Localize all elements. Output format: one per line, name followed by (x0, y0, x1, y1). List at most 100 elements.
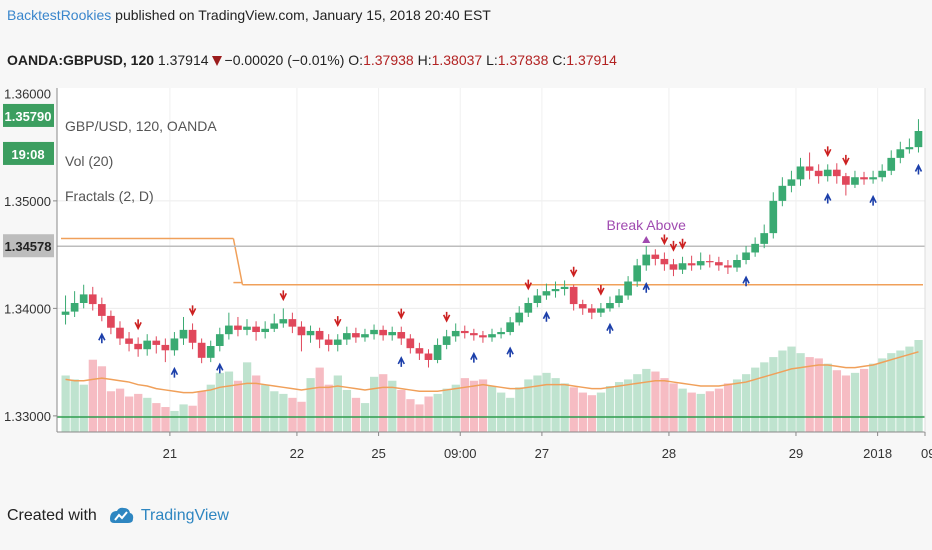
volume-bar (742, 374, 751, 432)
candle-body (678, 263, 687, 270)
volume-bar (170, 410, 179, 432)
volume-bar (696, 393, 705, 432)
volume-bar (669, 383, 678, 432)
volume-bar (878, 358, 887, 432)
price-tag-box (3, 141, 54, 165)
volume-bar (723, 383, 733, 432)
low-value: 1.37838 (497, 52, 549, 68)
volume-bar (869, 363, 878, 432)
candle-body (506, 322, 514, 333)
candle-body (188, 329, 197, 343)
candle-body (542, 291, 551, 296)
chart-area[interactable]: Break Above 1.35000 1.34000 1.33000 1.36000… (0, 86, 932, 475)
volume-bar (578, 392, 587, 432)
volume-bar (469, 380, 479, 432)
volume-bar (370, 376, 379, 432)
price-tag-text: 1.34578 (5, 239, 52, 254)
volume-bar (424, 396, 433, 432)
volume-bar (678, 388, 687, 432)
high-value: 1.38037 (431, 52, 483, 68)
candle-body (560, 286, 569, 290)
fractal-up-arrow-icon (824, 192, 832, 204)
price-chart[interactable]: Break Above 1.35000 1.34000 1.33000 1.36000… (0, 86, 932, 475)
candle-body (751, 243, 759, 253)
volume-bar (97, 366, 107, 432)
fractals (98, 146, 923, 378)
candle-body (823, 169, 832, 177)
volume-bar (542, 372, 551, 432)
candle-body (715, 262, 723, 266)
volume-bar (224, 371, 234, 432)
y-axis: 1.35000 1.34000 1.33000 1.36000 (4, 86, 57, 424)
volume-bar (115, 388, 125, 432)
tradingview-link[interactable]: TradingView (140, 507, 229, 524)
x-tick-label: 22 (290, 446, 304, 461)
y-tick-label: 1.35000 (4, 194, 51, 209)
fractal-down-arrow-icon (660, 234, 669, 246)
candle-body (161, 344, 170, 351)
volume-bar (261, 384, 270, 432)
fractal-down-arrow-icon (524, 279, 533, 291)
high-label: H: (417, 52, 432, 68)
volume-bar (379, 374, 388, 432)
candle-body (687, 263, 696, 266)
volume-bar (633, 374, 642, 432)
x-tick-label: 28 (662, 446, 676, 461)
volume-bar (388, 380, 397, 432)
volume-bar (787, 346, 796, 432)
low-label: L: (486, 52, 498, 68)
price-change: −0.00020 (−0.01%) (224, 52, 345, 68)
volume-bar (442, 388, 451, 432)
fractal-up-arrow-icon (98, 332, 106, 344)
candle-body (769, 200, 778, 234)
candle-body (896, 149, 905, 158)
candle-body (333, 339, 342, 345)
volume-bar (515, 387, 524, 432)
volume-bar (805, 357, 814, 432)
candle-body (914, 131, 923, 148)
volume-bar (560, 383, 569, 432)
volume-bar (188, 405, 197, 432)
volume-bar (751, 367, 760, 432)
candle-body (97, 304, 106, 316)
x-tick-label: 21 (163, 446, 177, 461)
candle-body (905, 147, 914, 150)
candle-body (442, 336, 451, 345)
y-tick-label: 1.34000 (4, 301, 51, 316)
volume-bar (252, 375, 261, 432)
candle-body (878, 170, 887, 178)
candle-body (633, 265, 642, 282)
x-tick-label: 09: (921, 446, 932, 461)
candle-body (587, 308, 596, 313)
fractal-up-arrow-icon (542, 310, 551, 322)
candle-body (197, 342, 206, 358)
volume-bar (769, 357, 778, 432)
candle-body (270, 323, 279, 329)
volume-bar (143, 397, 152, 432)
fractal-down-arrow-icon (334, 316, 342, 327)
volume-bar (88, 359, 97, 432)
candle-body (887, 157, 896, 171)
volume-bar (324, 384, 333, 432)
volume-bar (823, 363, 832, 432)
fractal-down-arrow-icon (569, 266, 578, 278)
close-value: 1.37914 (566, 52, 617, 68)
candle-body (234, 325, 242, 330)
y-tick-label-top: 1.36000 (4, 88, 51, 101)
fractal-up-arrow-icon (914, 163, 923, 175)
author-link[interactable]: BacktestRookies (7, 7, 112, 23)
volume-bar (642, 368, 651, 432)
candle-body (515, 312, 524, 323)
candle-body (705, 261, 714, 263)
fractal-up-arrow-icon (642, 281, 650, 293)
created-with-text: Created with (7, 507, 97, 524)
candle-body (615, 295, 623, 303)
candle-body (642, 254, 651, 266)
candle-body (533, 295, 542, 303)
published-text: published on TradingView.com, January 15… (115, 7, 491, 23)
candle-body (696, 261, 705, 266)
volume-bar (914, 340, 923, 432)
candle-body (733, 260, 741, 268)
candle-body (134, 343, 142, 350)
candle-body (551, 289, 560, 292)
